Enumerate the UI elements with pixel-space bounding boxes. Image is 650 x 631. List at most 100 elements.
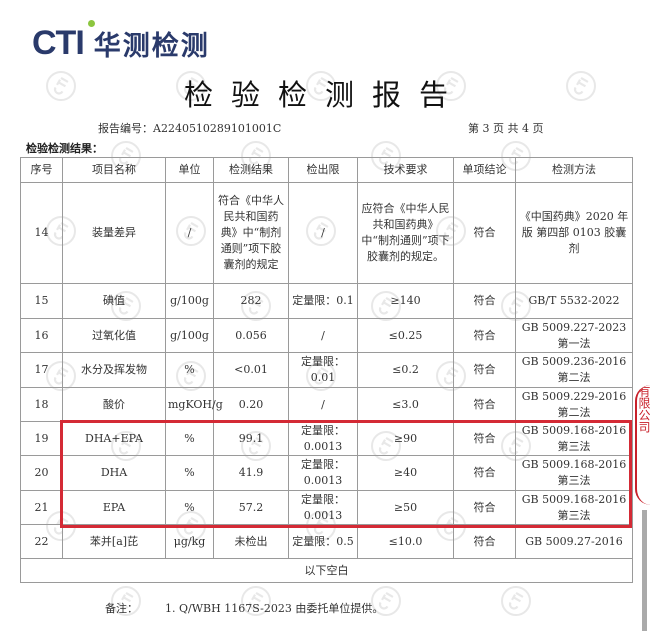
cell-item-name: 过氧化值 bbox=[62, 318, 166, 353]
column-header: 检出限 bbox=[288, 157, 358, 183]
table-row: 19 DHA+EPA% 99.1 定量限：0.0013 ≥90 符合 GB 5009.168… bbox=[20, 421, 633, 456]
cell-unit: g/100g bbox=[165, 318, 214, 353]
cell-conclusion: 符合 bbox=[453, 387, 516, 422]
remark-text: 1. Q/WBH 1167S-2023 由委托单位提供。 bbox=[165, 602, 384, 615]
cell-item-name: 苯并[a]芘 bbox=[62, 524, 166, 559]
table-row: 21 EPA% 57.2 定量限：0.0013 ≥50 符合 GB 5009.168-201… bbox=[20, 490, 633, 525]
cell-conclusion: 符合 bbox=[453, 490, 516, 525]
cell-row-number: 21 bbox=[20, 490, 63, 525]
cell-item-name: 酸价 bbox=[62, 387, 166, 422]
column-header: 单位 bbox=[165, 157, 214, 183]
column-header: 检测结果 bbox=[213, 157, 289, 183]
company-seal: 有限公司 bbox=[635, 385, 650, 505]
column-header: 序号 bbox=[20, 157, 63, 183]
cell-detection-limit: 定量限：0.0013 bbox=[288, 490, 358, 525]
page-title: 检验检测报告 bbox=[183, 78, 466, 112]
cell-method: GB 5009.236-2016 第二法 bbox=[515, 352, 633, 388]
cell-row-number: 16 bbox=[20, 318, 63, 353]
cell-item-name: 装量差异 bbox=[62, 182, 166, 284]
scrollbar[interactable] bbox=[642, 510, 647, 631]
cell-result: 符合《中华人民共和国药典》中“制剂通则”项下胶囊剂的规定 bbox=[213, 182, 289, 284]
cti-watermark-icon bbox=[565, 70, 597, 102]
cell-result: 57.2 bbox=[213, 490, 289, 525]
cell-conclusion: 符合 bbox=[453, 283, 516, 319]
cell-requirement: ≥90 bbox=[357, 421, 454, 456]
cell-detection-limit: 定量限：0.1 bbox=[288, 283, 358, 319]
cell-row-number: 18 bbox=[20, 387, 63, 422]
cell-detection-limit: / bbox=[288, 182, 358, 284]
column-header: 技术要求 bbox=[357, 157, 454, 183]
logo-dot bbox=[88, 20, 95, 27]
cti-watermark-icon bbox=[305, 70, 337, 102]
cell-row-number: 19 bbox=[20, 421, 63, 456]
cell-requirement: ≤10.0 bbox=[357, 524, 454, 559]
cti-watermark-icon bbox=[110, 585, 142, 617]
cti-watermark-icon bbox=[175, 70, 207, 102]
cell-detection-limit: 定量限：0.0013 bbox=[288, 421, 358, 456]
cell-detection-limit: / bbox=[288, 318, 358, 353]
column-header: 项目名称 bbox=[62, 157, 166, 183]
cell-unit: mgKOH/g bbox=[165, 387, 223, 422]
cell-item-name: DHA+EPA bbox=[62, 421, 166, 456]
logo-name: 华测检测 bbox=[93, 31, 210, 62]
cell-item-name: 水分及挥发物 bbox=[62, 352, 166, 388]
cell-result: 0.20 bbox=[213, 387, 289, 422]
cell-method: GB 5009.168-2016 第三法 bbox=[515, 455, 633, 491]
column-header: 检测方法 bbox=[515, 157, 633, 183]
table-row: 16 过氧化值 g/100g 0.056/≤0.25 符合 GB 5009.227-202… bbox=[20, 318, 633, 353]
cell-requirement: ≤3.0 bbox=[357, 387, 454, 422]
cell-unit: % bbox=[165, 490, 214, 525]
cell-method: GB 5009.168-2016 第三法 bbox=[515, 421, 633, 456]
cell-item-name: DHA bbox=[62, 455, 166, 491]
cell-detection-limit: 定量限：0.5 bbox=[288, 524, 358, 559]
cell-row-number: 20 bbox=[20, 455, 63, 491]
cell-row-number: 22 bbox=[20, 524, 63, 559]
cell-requirement: ≥40 bbox=[357, 455, 454, 491]
cell-result: <0.01 bbox=[213, 352, 289, 388]
table-row: 20 DHA% 41.9 定量限：0.0013 ≥40 符合 GB 5009.168-201… bbox=[20, 455, 633, 491]
remark-label: 备注： bbox=[105, 602, 138, 615]
cell-unit: μg/kg bbox=[165, 524, 214, 559]
cell-method: GB 5009.27-2016 bbox=[515, 524, 633, 559]
page-info: 第 3 页 共 4 页 bbox=[468, 122, 544, 135]
cell-result: 0.056 bbox=[213, 318, 289, 353]
cell-row-number: 15 bbox=[20, 283, 63, 319]
cell-requirement: ≥140 bbox=[357, 283, 454, 319]
table-header: 序号 项目名称 单位 检测结果 检出限 技术要求 单项结论 检测方法 bbox=[20, 157, 633, 183]
column-header: 单项结论 bbox=[453, 157, 516, 183]
cell-result: 41.9 bbox=[213, 455, 289, 491]
cell-conclusion: 符合 bbox=[453, 455, 516, 491]
cell-unit: / bbox=[165, 182, 214, 284]
cell-row-number: 14 bbox=[20, 182, 63, 284]
cti-watermark-icon bbox=[500, 585, 532, 617]
section-label: 检验检测结果： bbox=[26, 142, 103, 155]
cti-logo: CTI 华测检测 bbox=[32, 20, 210, 63]
cell-method: GB 5009.168-2016 第三法 bbox=[515, 490, 633, 525]
cti-watermark-icon bbox=[435, 70, 467, 102]
table-row: 15 碘值 g/100g 282 定量限：0.1 ≥140 符合 GB/T 5532-2022 bbox=[20, 283, 633, 319]
cell-unit: % bbox=[165, 352, 214, 388]
cell-conclusion: 符合 bbox=[453, 352, 516, 388]
table-row: 以下空白 bbox=[20, 558, 633, 583]
cell-conclusion: 符合 bbox=[453, 318, 516, 353]
cell-conclusion: 符合 bbox=[453, 524, 516, 559]
cell-row-number: 17 bbox=[20, 352, 63, 388]
cell-result: 未检出 bbox=[213, 524, 289, 559]
table-row: 22 苯并[a]芘 μg/kg 未检出 定量限：0.5 ≤10.0 符合 GB 5009.27… bbox=[20, 524, 633, 559]
cti-watermark-icon bbox=[240, 585, 272, 617]
logo-brand: CTI bbox=[32, 24, 85, 62]
cell-conclusion: 符合 bbox=[453, 421, 516, 456]
results-table: 序号 项目名称 单位 检测结果 检出限 技术要求 单项结论 检测方法 14 装量差异 / 符合《中华… bbox=[20, 157, 633, 583]
cell-detection-limit: 定量限：0.01 bbox=[288, 352, 358, 388]
table-row: 17 水分及挥发物% <0.01 定量限：0.01 ≤0.2 符合 GB 5009.236-… bbox=[20, 352, 633, 388]
table-row: 18 酸价 mgKOH/g 0.20/≤3.0 符合 GB 5009.229-2016 第… bbox=[20, 387, 633, 422]
cell-unit: % bbox=[165, 455, 214, 491]
cell-requirement: ≤0.2 bbox=[357, 352, 454, 388]
blank-note: 以下空白 bbox=[20, 558, 633, 583]
cell-result: 282 bbox=[213, 283, 289, 319]
cell-item-name: 碘值 bbox=[62, 283, 166, 319]
cell-unit: g/100g bbox=[165, 283, 214, 319]
cell-requirement: ≥50 bbox=[357, 490, 454, 525]
cell-unit: % bbox=[165, 421, 214, 456]
table-row: 14 装量差异 / 符合《中华人民共和国药典》中“制剂通则”项下胶囊剂的规定 / 应符合《… bbox=[20, 182, 633, 284]
